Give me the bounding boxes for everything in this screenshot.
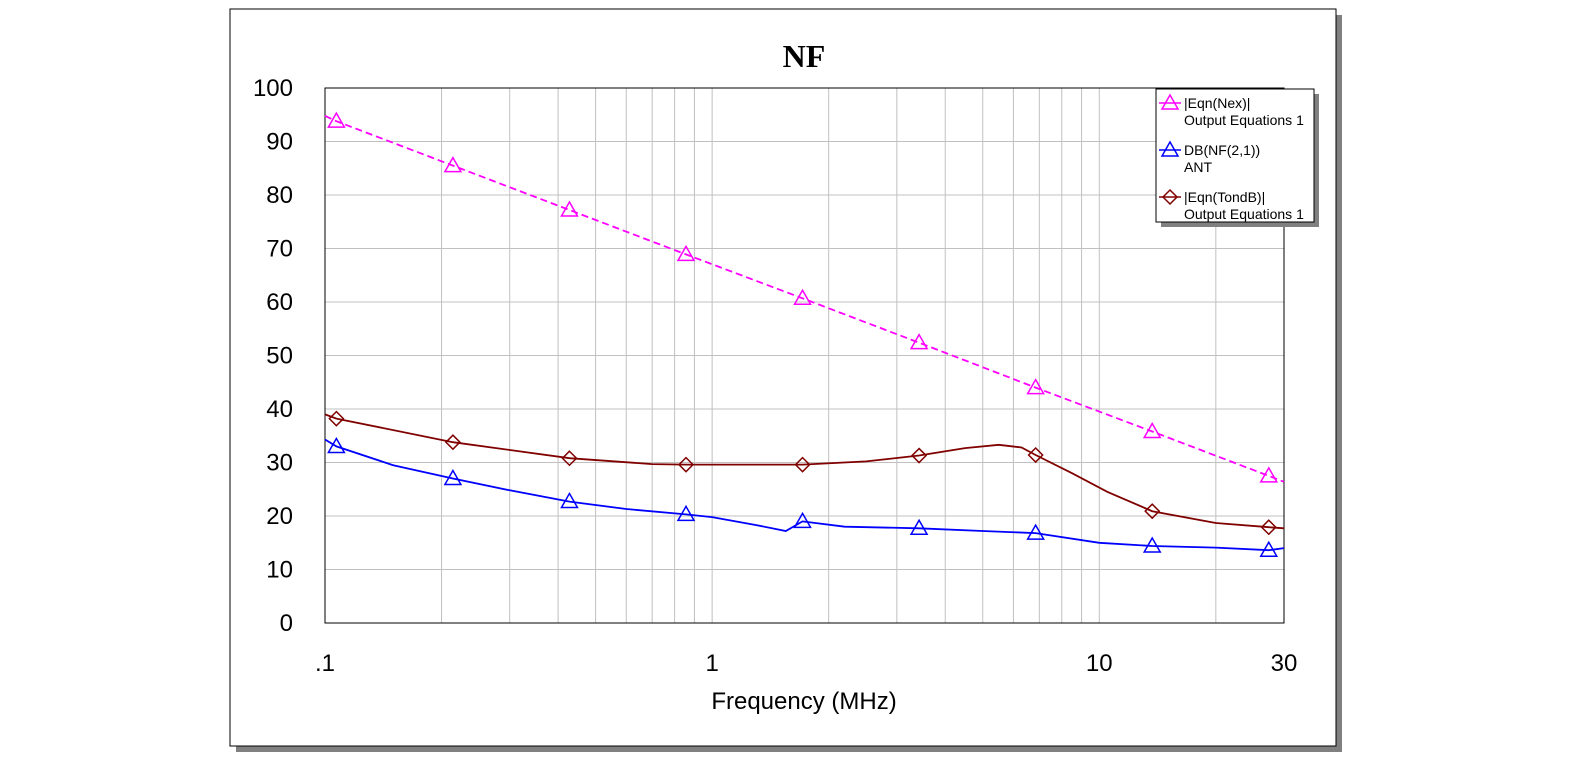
plot-area — [324, 87, 1285, 624]
data-point-marker — [1142, 536, 1162, 553]
data-point-marker — [443, 469, 463, 486]
legend-entry-source: ANT — [1184, 159, 1212, 175]
legend-box — [1155, 88, 1315, 223]
data-point-marker — [328, 410, 345, 427]
data-point-marker — [676, 504, 696, 522]
data-point-marker — [676, 244, 696, 262]
data-point-marker — [1259, 540, 1279, 557]
y-tick-label: 0 — [280, 610, 293, 637]
data-point-marker — [560, 200, 579, 217]
data-point-marker — [443, 156, 463, 173]
y-tick-label: 30 — [266, 450, 293, 477]
x-tick-label: .1 — [315, 650, 335, 677]
y-tick-label: 70 — [266, 236, 293, 263]
legend-entry-name: |Eqn(Nex)| — [1184, 95, 1250, 111]
y-tick-label: 80 — [266, 182, 293, 209]
legend: |Eqn(Nex)|Output Equations 1DB(NF(2,1))A… — [1159, 93, 1304, 222]
x-tick-label: 10 — [1086, 650, 1113, 677]
series-line — [324, 114, 1285, 483]
data-point-marker — [561, 450, 578, 467]
y-tick-label: 20 — [266, 503, 293, 530]
series-group — [324, 111, 1285, 557]
legend-entry-source: Output Equations 1 — [1184, 112, 1304, 128]
x-axis-label: Frequency (MHz) — [711, 688, 896, 715]
data-point-marker — [1027, 446, 1044, 464]
data-point-marker — [911, 447, 928, 464]
y-tick-label: 100 — [253, 75, 293, 102]
x-tick-label: 30 — [1271, 650, 1298, 677]
legend-marker — [1160, 140, 1180, 157]
legend-entry-source: Output Equations 1 — [1184, 206, 1304, 222]
data-point-marker — [1144, 503, 1161, 520]
data-point-marker — [444, 434, 461, 451]
y-tick-label: 40 — [266, 396, 293, 423]
y-tick-label: 90 — [266, 129, 293, 156]
data-point-marker — [1260, 519, 1277, 536]
data-point-marker — [794, 456, 811, 473]
grid — [325, 88, 1284, 623]
series-3 — [324, 410, 1285, 536]
data-point-marker — [793, 511, 812, 529]
chart-title: NF — [783, 38, 826, 74]
data-point-marker — [909, 518, 929, 536]
data-point-marker — [327, 111, 346, 128]
y-axis-ticks: 0 10 20 30 40 50 60 70 80 90 100 — [253, 75, 293, 637]
x-tick-label: 1 — [705, 650, 718, 677]
legend-entry-name: |Eqn(TondB)| — [1184, 189, 1265, 205]
data-point-marker — [793, 288, 812, 306]
data-point-marker — [1026, 378, 1045, 395]
series-2 — [324, 436, 1285, 557]
data-point-marker — [1259, 466, 1279, 483]
series-line — [324, 438, 1285, 552]
series-1 — [324, 111, 1285, 483]
data-point-marker — [1026, 523, 1045, 540]
data-point-marker — [327, 436, 346, 454]
y-tick-label: 50 — [266, 343, 293, 370]
legend-entry-name: DB(NF(2,1)) — [1184, 142, 1260, 158]
legend-marker — [1161, 188, 1179, 206]
legend-marker — [1160, 93, 1180, 110]
y-tick-label: 10 — [266, 557, 293, 584]
data-point-marker — [677, 456, 695, 473]
series-line — [324, 413, 1285, 530]
x-axis-ticks: .1 1 10 30 — [315, 650, 1297, 677]
data-point-marker — [909, 333, 929, 350]
data-point-marker — [1142, 421, 1162, 439]
y-tick-label: 60 — [266, 289, 293, 316]
data-point-marker — [560, 492, 579, 509]
